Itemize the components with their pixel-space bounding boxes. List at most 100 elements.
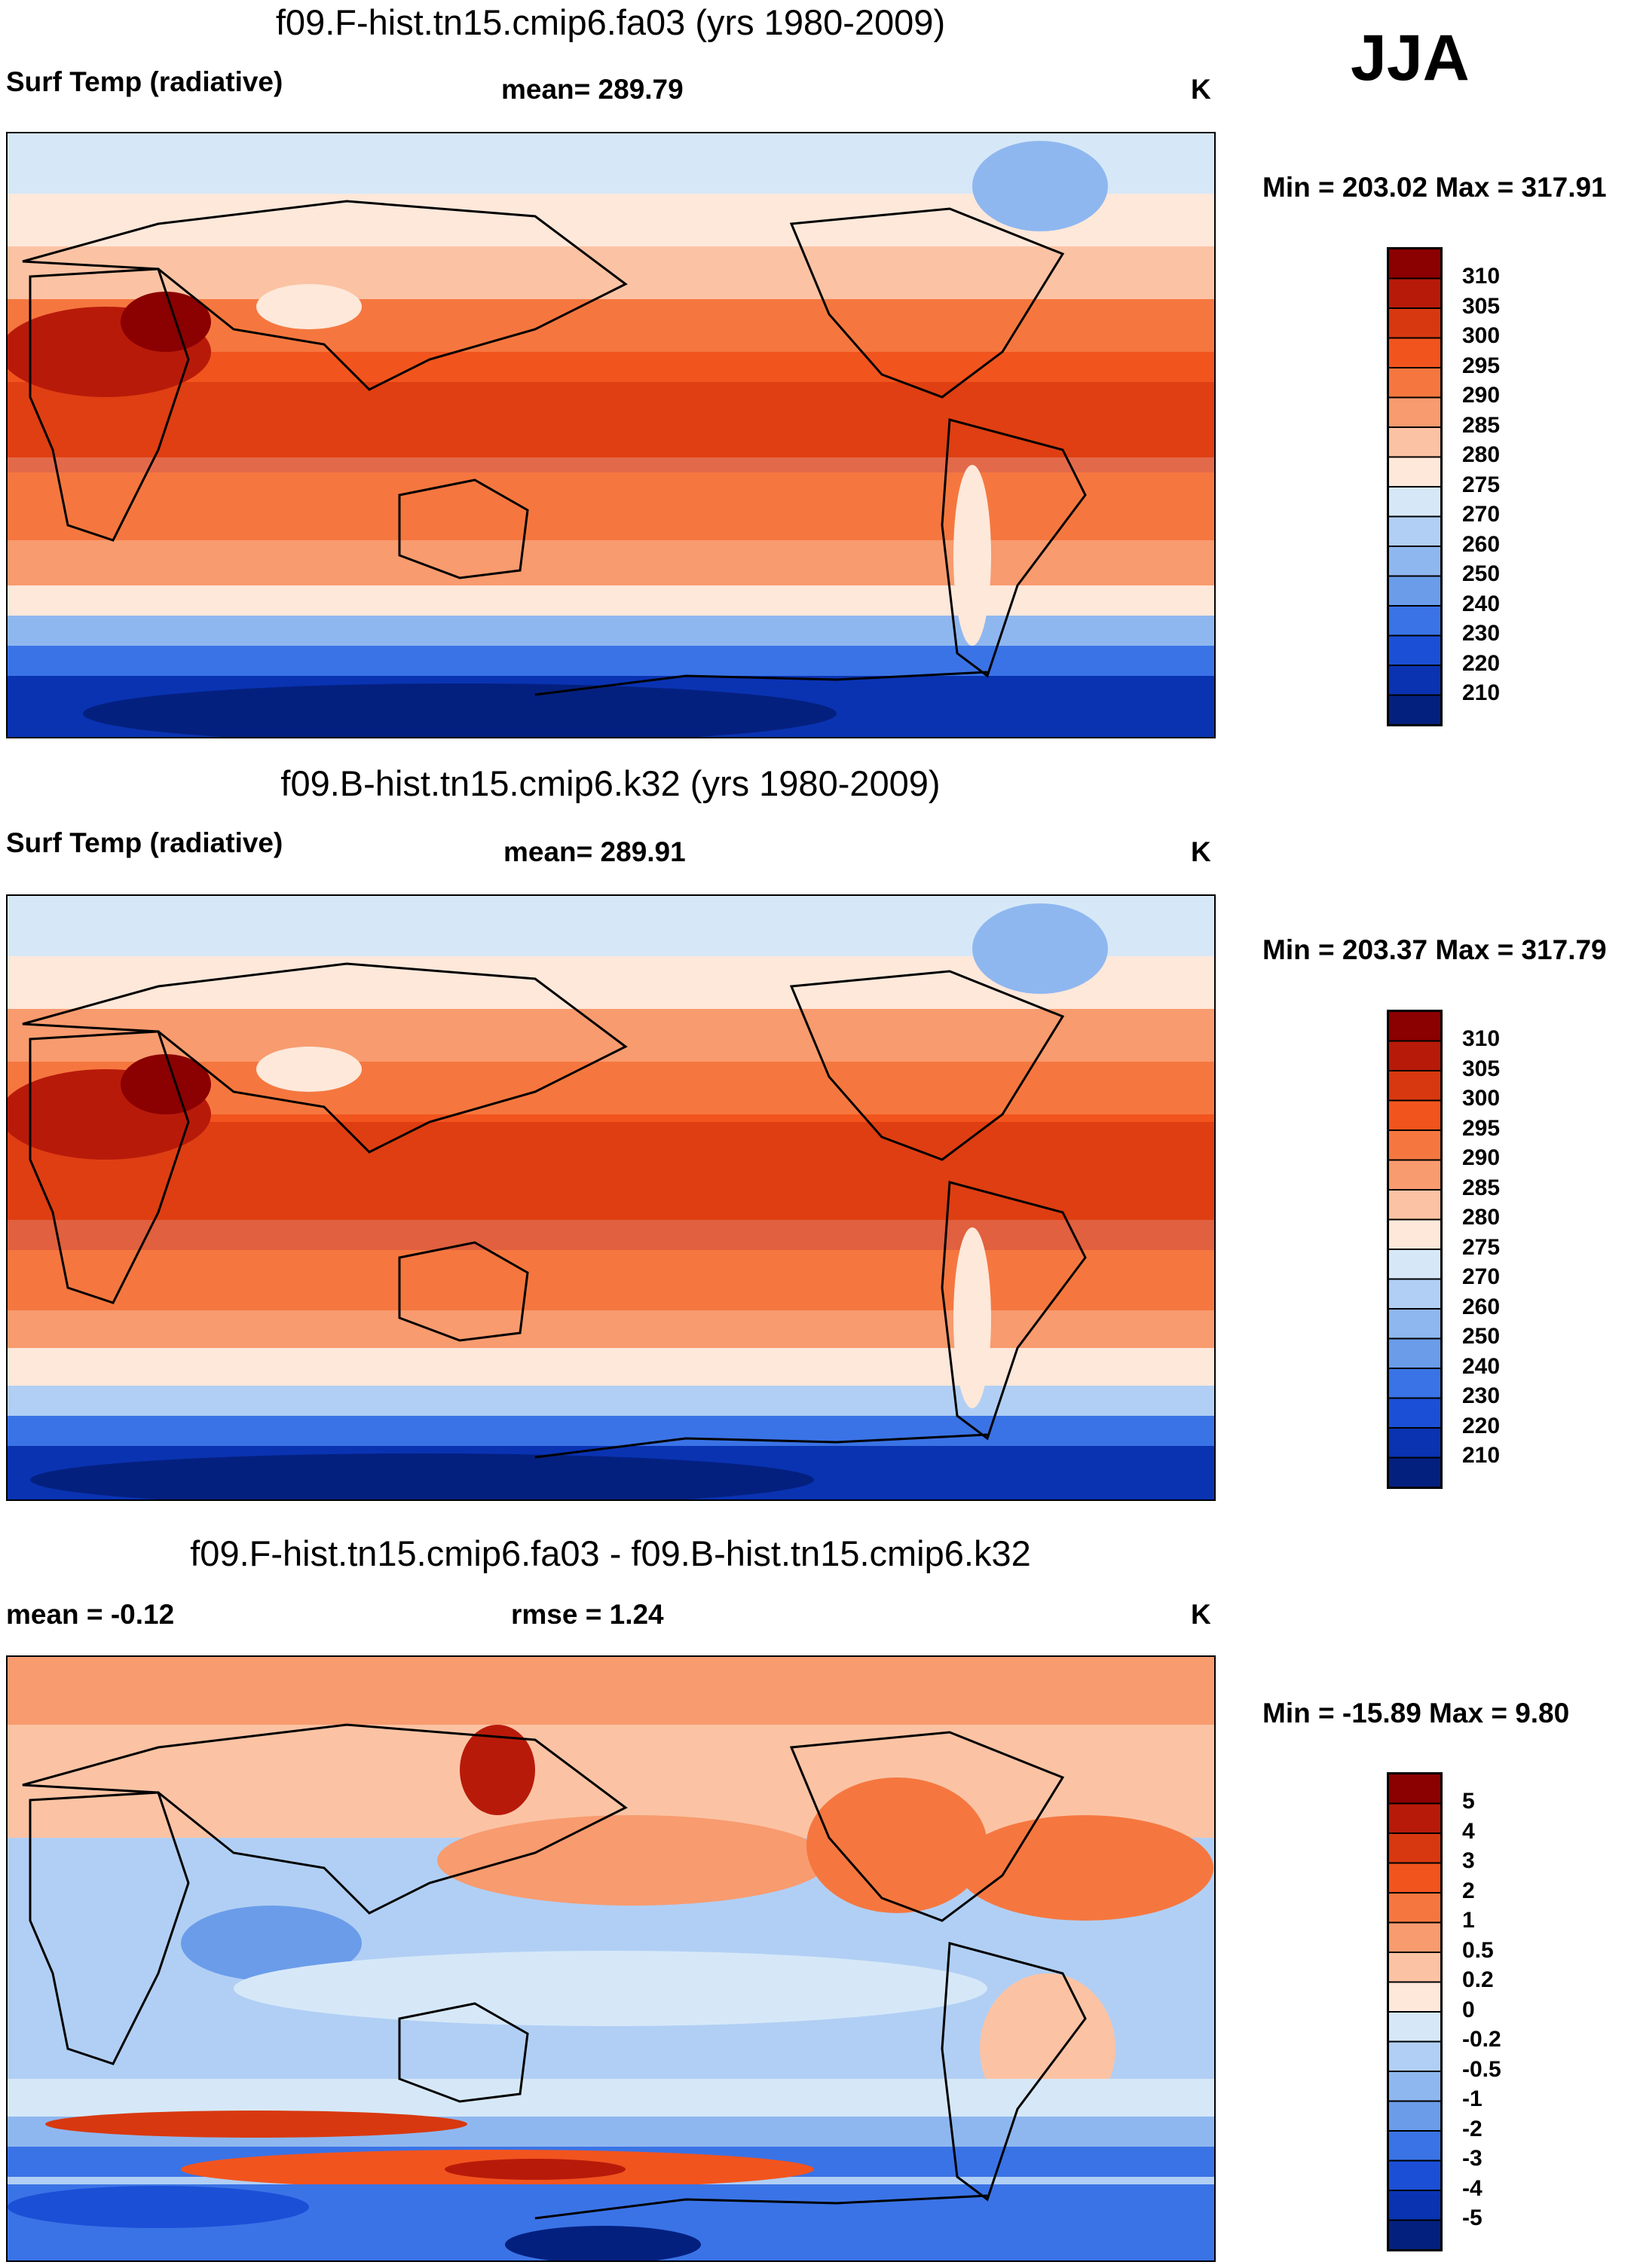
p3-coast-australia	[398, 2002, 529, 2103]
p3-coast-africa	[29, 1791, 190, 2065]
p1-tick-5: 290	[1462, 383, 1501, 408]
p1-band-65s	[8, 646, 1214, 676]
p2-cb-9	[1388, 1249, 1441, 1280]
p2-cb-15	[1388, 1427, 1441, 1459]
p1-cb-2	[1388, 277, 1441, 309]
p1-band-15n	[8, 382, 1214, 472]
p2-tick-10: 260	[1462, 1294, 1501, 1319]
panel1-variable-label: Surf Temp (radiative)	[6, 66, 283, 97]
p3-tick-7: 0.2	[1462, 1967, 1494, 1992]
p2-cb-7	[1388, 1189, 1441, 1221]
p3-siberia-warm	[460, 1725, 535, 1815]
p1-coast-north-america	[789, 207, 1065, 399]
p3-cb-11	[1388, 2071, 1441, 2102]
p2-tick-1: 310	[1462, 1026, 1501, 1051]
p3-cb-8	[1388, 1981, 1441, 2013]
p3-cb-4	[1388, 1862, 1441, 1894]
panel3-title: f09.F-hist.tn15.cmip6.fa03 - f09.B-hist.…	[190, 1533, 1031, 1573]
p2-greenland-cold	[972, 903, 1108, 994]
panel2-mean-label: mean= 289.91	[503, 836, 686, 867]
p2-tick-14: 220	[1462, 1414, 1501, 1438]
p3-eqpacific	[234, 1951, 987, 2026]
p1-tick-11: 250	[1462, 561, 1501, 586]
p3-coast-south-america	[941, 1942, 1087, 2202]
panel3-units-label: K	[1191, 1599, 1211, 1630]
p1-tick-14: 220	[1462, 651, 1501, 676]
panel3-colorbar-svg	[1388, 1774, 1441, 2250]
p3-tick-11: -1	[1462, 2086, 1483, 2111]
p3-coast-north-america	[789, 1731, 1065, 1922]
p2-cb-5	[1388, 1129, 1441, 1161]
panel3-map	[6, 1655, 1216, 2262]
p2-cb-2	[1388, 1040, 1441, 1071]
p2-tick-9: 270	[1462, 1264, 1501, 1289]
p3-cb-3	[1388, 1832, 1441, 1864]
panel1-colorbar-svg	[1388, 249, 1441, 725]
p3-tick-14: -4	[1462, 2176, 1483, 2201]
p3-tick-1: 5	[1462, 1789, 1475, 1814]
p1-cb-12	[1388, 575, 1441, 607]
p1-tick-12: 240	[1462, 591, 1501, 616]
p1-coast-antarctica	[534, 671, 988, 696]
p1-cb-8	[1388, 456, 1441, 488]
p2-tick-4: 295	[1462, 1116, 1501, 1141]
p2-coast-australia	[398, 1241, 529, 1342]
p3-coast-eurasia	[22, 1723, 628, 1915]
p1-antarctic-cold	[83, 683, 837, 737]
p2-tick-6: 285	[1462, 1175, 1501, 1200]
p3-tick-3: 3	[1462, 1848, 1475, 1873]
p3-cb-2	[1388, 1802, 1441, 1834]
panel3-minmax-label: Min = -15.89 Max = 9.80	[1262, 1698, 1570, 1729]
p3-cb-16	[1388, 2219, 1441, 2250]
p2-band-65s	[8, 1416, 1214, 1446]
p3-cb-10	[1388, 2040, 1441, 2072]
p1-tick-13: 230	[1462, 621, 1501, 646]
panel3-rmse-label: rmse = 1.24	[511, 1599, 664, 1630]
p3-tick-6: 0.5	[1462, 1938, 1494, 1963]
p2-cb-16	[1388, 1456, 1441, 1487]
season-label: JJA	[1351, 22, 1470, 94]
p3-tick-12: -2	[1462, 2117, 1483, 2141]
p3-cb-7	[1388, 1952, 1441, 1983]
p2-band-55s	[8, 1386, 1214, 1416]
panel1-mean-label: mean= 289.79	[501, 74, 684, 105]
p3-namerica-warm	[806, 1777, 987, 1913]
p2-tick-2: 305	[1462, 1056, 1501, 1081]
panel1-map	[6, 132, 1216, 738]
p3-indian-cold	[181, 1906, 362, 1981]
p1-andes-cold	[953, 465, 991, 646]
panel1-minmax-label: Min = 203.02 Max = 317.91	[1262, 172, 1607, 203]
panel2-minmax-label: Min = 203.37 Max = 317.79	[1262, 934, 1607, 965]
p1-coast-south-america	[941, 418, 1087, 678]
p1-tick-3: 300	[1462, 323, 1501, 348]
p2-cb-11	[1388, 1308, 1441, 1340]
p3-tick-9: -0.2	[1462, 2027, 1501, 2052]
p2-coast-south-america	[941, 1181, 1087, 1441]
p3-cb-5	[1388, 1892, 1441, 1924]
p3-cb-12	[1388, 2100, 1441, 2132]
p2-band-20s	[8, 1250, 1214, 1310]
panel2-colorbar-svg	[1388, 1011, 1441, 1487]
p3-band-arctic	[8, 1657, 1214, 1725]
p1-tick-9: 270	[1462, 502, 1501, 527]
panel3-mean-label: mean = -0.12	[6, 1599, 175, 1630]
p3-antarctic-cold	[8, 2186, 309, 2228]
p1-cb-14	[1388, 634, 1441, 666]
p2-band-35s	[8, 1310, 1214, 1348]
p1-tick-1: 310	[1462, 264, 1501, 289]
panel1-title: f09.F-hist.tn15.cmip6.fa03 (yrs 1980-200…	[275, 2, 946, 42]
p2-tick-13: 230	[1462, 1383, 1501, 1408]
p2-tibet-cold	[256, 1047, 362, 1092]
p2-band-15n	[8, 1122, 1214, 1250]
p2-cb-3	[1388, 1070, 1441, 1102]
p2-cb-6	[1388, 1159, 1441, 1191]
p3-tick-8: 0	[1462, 1997, 1475, 2022]
p3-ross-cold	[505, 2226, 701, 2260]
p1-cb-4	[1388, 337, 1441, 368]
p2-tick-5: 290	[1462, 1145, 1501, 1170]
p1-coast-australia	[398, 478, 529, 579]
p3-cb-1	[1388, 1774, 1441, 1805]
panel2-colorbar	[1387, 1010, 1443, 1489]
p2-cb-13	[1388, 1368, 1441, 1399]
p1-tick-15: 210	[1462, 680, 1501, 705]
